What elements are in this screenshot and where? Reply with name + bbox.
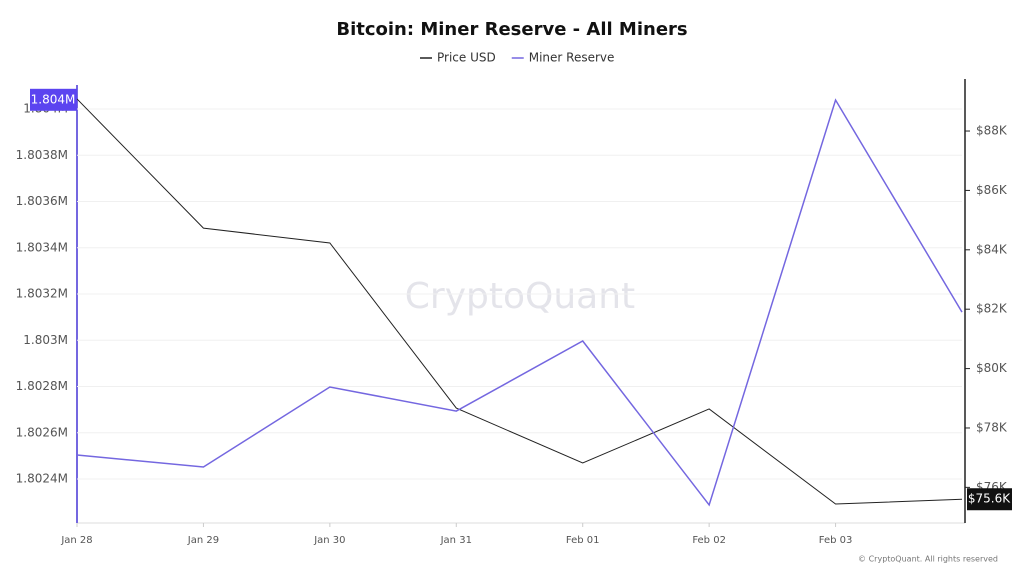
y2-value-box xyxy=(967,488,1012,511)
y2-value-label: $75.6K xyxy=(968,492,1011,506)
x-tick-label: Jan 30 xyxy=(313,535,345,546)
series-line xyxy=(76,98,963,507)
y-tick-label: 1.8032M xyxy=(16,287,68,301)
y2-tick-label: $80K xyxy=(976,361,1008,375)
watermark: CryptoQuant xyxy=(405,276,635,317)
y-tick-label: 1.8028M xyxy=(16,379,68,393)
y2-tick-label: $84K xyxy=(976,242,1008,256)
legend-label: Miner Reserve xyxy=(529,51,615,65)
y2-tick-label: $88K xyxy=(976,124,1008,138)
x-tick-label: Feb 03 xyxy=(819,535,853,546)
series-line xyxy=(76,98,963,505)
copyright: © CryptoQuant. All rights reserved xyxy=(858,555,998,564)
y-tick-label: 1.8026M xyxy=(16,425,68,439)
y-value-label: 1.804M xyxy=(31,92,76,106)
chart-title: Bitcoin: Miner Reserve - All Miners xyxy=(336,19,687,40)
x-tick-label: Feb 02 xyxy=(692,535,726,546)
y2-tick-label: $82K xyxy=(976,302,1008,316)
y-value-box xyxy=(30,88,77,111)
x-tick-label: Feb 01 xyxy=(566,535,600,546)
y-tick-label: 1.8034M xyxy=(16,240,68,254)
y2-tick-label: $78K xyxy=(976,420,1008,434)
y2-tick-label: $86K xyxy=(976,183,1008,197)
y-tick-label: 1.8036M xyxy=(16,194,68,208)
x-tick-label: Jan 28 xyxy=(60,535,92,546)
x-tick-label: Jan 31 xyxy=(440,535,472,546)
x-tick-label: Jan 29 xyxy=(187,535,219,546)
y-tick-label: 1.803M xyxy=(23,333,68,347)
y-tick-label: 1.8024M xyxy=(16,472,68,486)
y-tick-label: 1.8038M xyxy=(16,148,68,162)
legend-label: Price USD xyxy=(437,51,496,65)
